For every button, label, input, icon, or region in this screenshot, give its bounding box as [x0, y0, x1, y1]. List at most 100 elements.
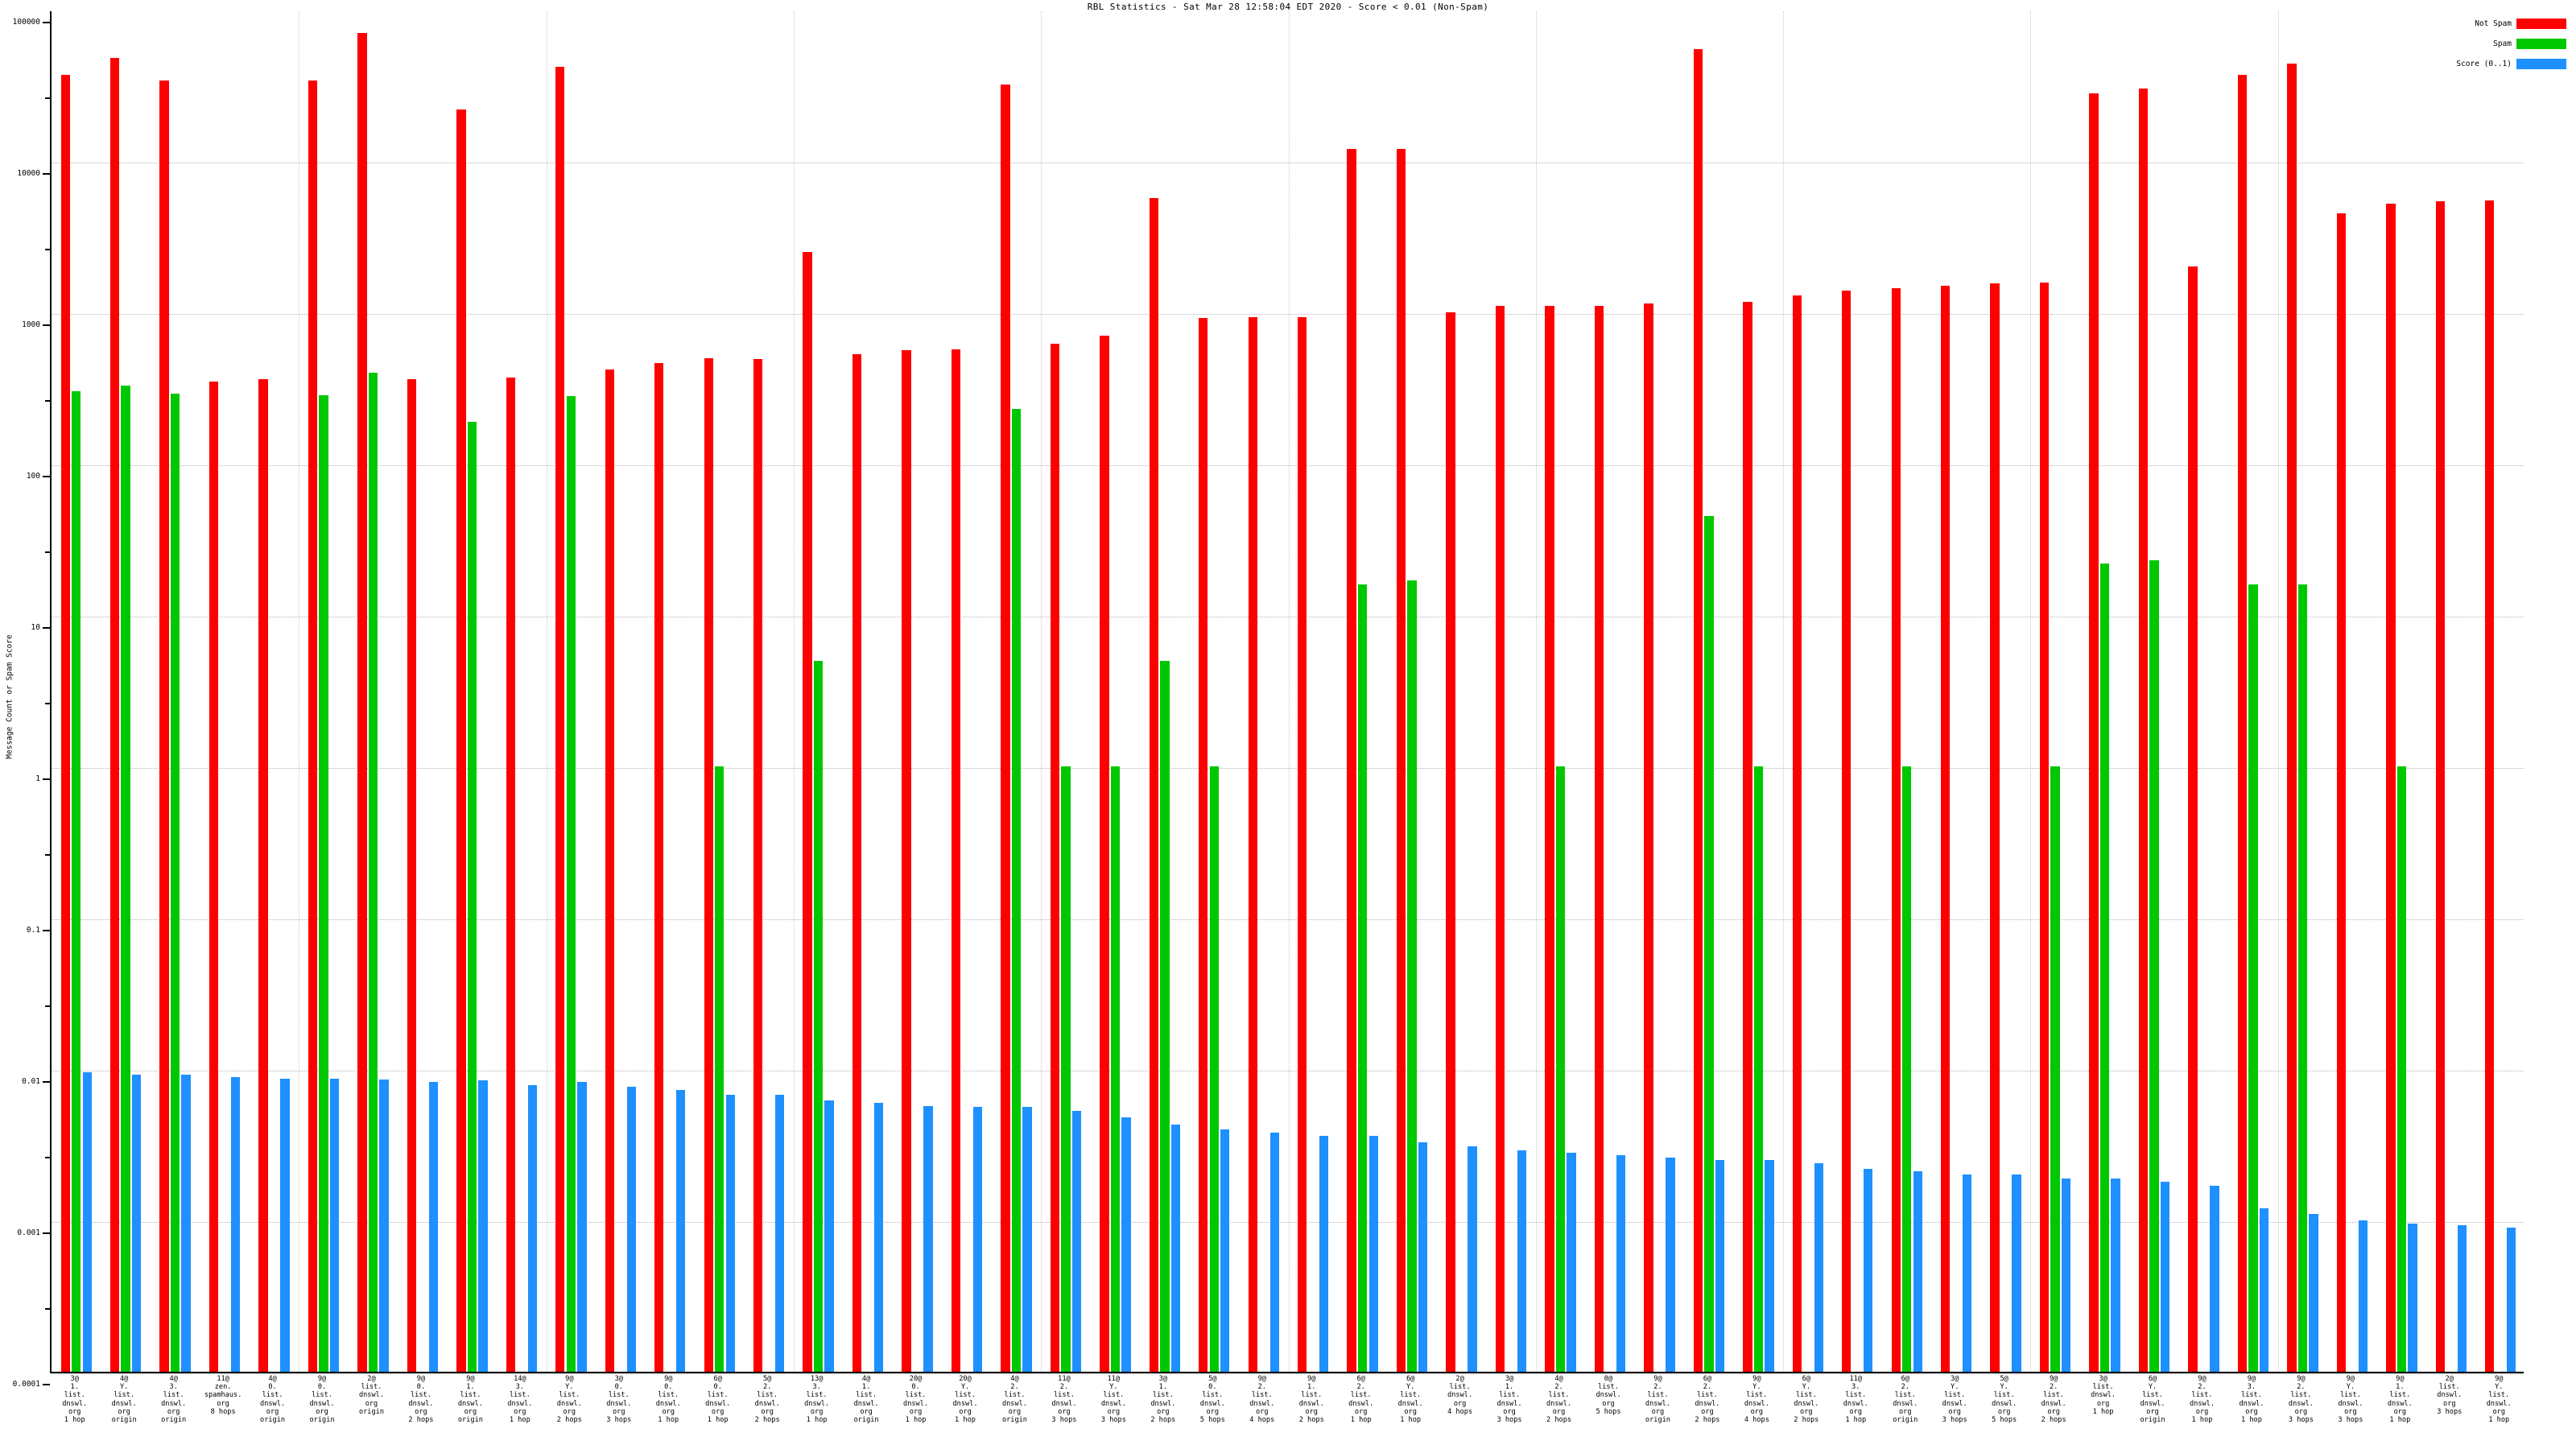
x-axis-label-line: origin	[111, 1416, 137, 1425]
x-axis-label-line: 1 hop	[707, 1416, 729, 1425]
bar-spam	[2149, 560, 2159, 1372]
x-axis-label-line: list.	[1400, 1391, 1422, 1400]
x-axis-label: 11@ zen. spamhaus. org 8 hops	[198, 1375, 247, 1416]
bar-score	[1418, 1141, 1428, 1372]
bar-score	[1022, 1107, 1032, 1372]
x-axis-label-line: 4 hops	[1249, 1416, 1275, 1425]
x-axis-label-line: dnswl.	[903, 1399, 929, 1408]
grid-line-vertical	[1041, 11, 1042, 1372]
x-axis-label-line: 9@	[664, 1375, 673, 1383]
x-axis-label: 11@ Y. list. dnswl. org 3 hops	[1089, 1375, 1138, 1424]
x-axis-label-line: 20@	[909, 1375, 923, 1383]
x-axis-label-line: org	[217, 1399, 229, 1408]
bar-group	[456, 11, 488, 1372]
bar-score	[1715, 1160, 1725, 1372]
x-axis-label-line: org	[514, 1407, 526, 1416]
y-axis-tick-mark	[43, 1232, 50, 1234]
bar-group	[1298, 11, 1329, 1372]
bar-not-spam	[1842, 290, 1852, 1372]
x-axis-label-line: org	[2096, 1399, 2110, 1408]
x-axis-label: 5@ Y. list. dnswl. org 5 hops	[1979, 1375, 2029, 1424]
x-axis-label-line: 9@	[1307, 1375, 1316, 1383]
grid-line-horizontal	[52, 1222, 2524, 1223]
bar-group	[357, 11, 389, 1372]
y-axis-tick-label: 0.001	[17, 1228, 40, 1237]
bar-not-spam	[1792, 295, 1802, 1372]
x-axis-label-line: list.	[757, 1391, 778, 1400]
bar-group	[1644, 11, 1675, 1372]
x-axis-label-line: dnswl.	[1942, 1399, 1967, 1408]
x-axis-label-line: dnswl.	[1298, 1399, 1324, 1408]
x-axis-label-line: 2.	[2297, 1383, 2306, 1392]
bar-not-spam	[1990, 283, 2000, 1372]
y-axis-tick-mark	[45, 97, 50, 99]
x-axis-label-line: Y.	[960, 1383, 970, 1392]
bar-group	[1842, 11, 1873, 1372]
x-axis-label: 2@ list. dnswl. org 4 hops	[1435, 1375, 1484, 1416]
bar-not-spam	[1545, 306, 1554, 1372]
bar-group	[407, 11, 439, 1372]
x-axis-label: 6@ 2. list. dnswl. org 2 hops	[1682, 1375, 1732, 1424]
x-axis-label-line: Y.	[565, 1383, 574, 1392]
x-axis-label-line: 9@	[2396, 1375, 2405, 1383]
bar-score	[2507, 1227, 2516, 1372]
bar-score	[1517, 1150, 1527, 1372]
bar-score	[923, 1105, 933, 1372]
bar-group	[2287, 11, 2318, 1372]
legend-item-score: Score (0..1)	[2377, 58, 2566, 70]
bar-spam	[368, 372, 378, 1372]
x-axis-label: 9@ 0. list. dnswl. org 1 hop	[644, 1375, 693, 1424]
bar-score	[1269, 1133, 1279, 1372]
x-axis-label-line: 13@	[810, 1375, 824, 1383]
x-axis-label-line: 11@	[217, 1375, 229, 1383]
x-axis-label-line: list.	[1103, 1391, 1125, 1400]
x-axis-label-line: dnswl.	[1893, 1399, 1918, 1408]
x-axis-label-line: 9@	[1653, 1375, 1662, 1383]
y-axis: Message Count or Spam Score 100000 10000 1…	[0, 11, 50, 1389]
x-axis-label-line: list.	[707, 1391, 729, 1400]
x-axis-label: 4@ 1. list. dnswl. org origin	[841, 1375, 890, 1424]
x-axis-label-line: 14@	[514, 1375, 526, 1383]
bar-not-spam	[1644, 303, 1653, 1372]
x-axis-label-line: list.	[2488, 1391, 2510, 1400]
bar-not-spam	[208, 381, 219, 1372]
bar-not-spam	[803, 252, 812, 1372]
x-axis-label-line: 5 hops	[1596, 1407, 1621, 1416]
x-axis-label-line: 3@	[1951, 1375, 1959, 1383]
x-axis-label-line: org	[365, 1399, 378, 1408]
bar-spam	[1555, 766, 1566, 1372]
bar-group	[2435, 11, 2467, 1372]
grid-line-vertical	[1535, 11, 1537, 1372]
y-axis-tick-mark	[43, 22, 50, 23]
bar-spam	[1704, 516, 1714, 1372]
x-axis-label-line: dnswl.	[556, 1399, 582, 1408]
bar-score	[1765, 1160, 1774, 1372]
x-axis-label-line: 0@	[1604, 1375, 1613, 1383]
grid-line-vertical	[1783, 11, 1785, 1372]
grid-line-vertical	[1288, 11, 1290, 1372]
bar-not-spam	[1941, 285, 1951, 1372]
x-axis-label-line: 0.	[614, 1383, 623, 1392]
x-axis-label-line: dnswl.	[1150, 1399, 1176, 1408]
x-axis-label-line: dnswl.	[804, 1399, 830, 1408]
y-axis-tick-mark	[45, 249, 50, 250]
bar-score	[2111, 1178, 2120, 1372]
bar-not-spam	[1001, 85, 1010, 1372]
x-axis-label-line: list.	[163, 1391, 184, 1400]
x-axis-label: 4@ 2. list. dnswl. org origin	[990, 1375, 1039, 1424]
x-axis-label-line: 2.	[1901, 1383, 1909, 1392]
bar-not-spam	[2287, 64, 2297, 1372]
y-axis-tick-mark	[43, 476, 50, 477]
x-axis-label-line: dnswl.	[1051, 1399, 1077, 1408]
x-axis-label-line: 1 hop	[905, 1416, 927, 1425]
y-axis-tick-label: 0.1	[26, 926, 40, 935]
x-axis-label-line: Y.	[120, 1383, 129, 1392]
x-axis-label-line: list.	[658, 1391, 679, 1400]
bar-not-spam	[109, 57, 120, 1372]
y-axis-title: Message Count or Spam Score	[5, 634, 14, 759]
x-axis-label-line: dnswl.	[2437, 1391, 2462, 1400]
x-axis-label-line: dnswl.	[754, 1399, 780, 1408]
x-axis-label-line: list.	[2142, 1391, 2163, 1400]
x-axis-label-line: 9@	[1752, 1375, 1761, 1383]
